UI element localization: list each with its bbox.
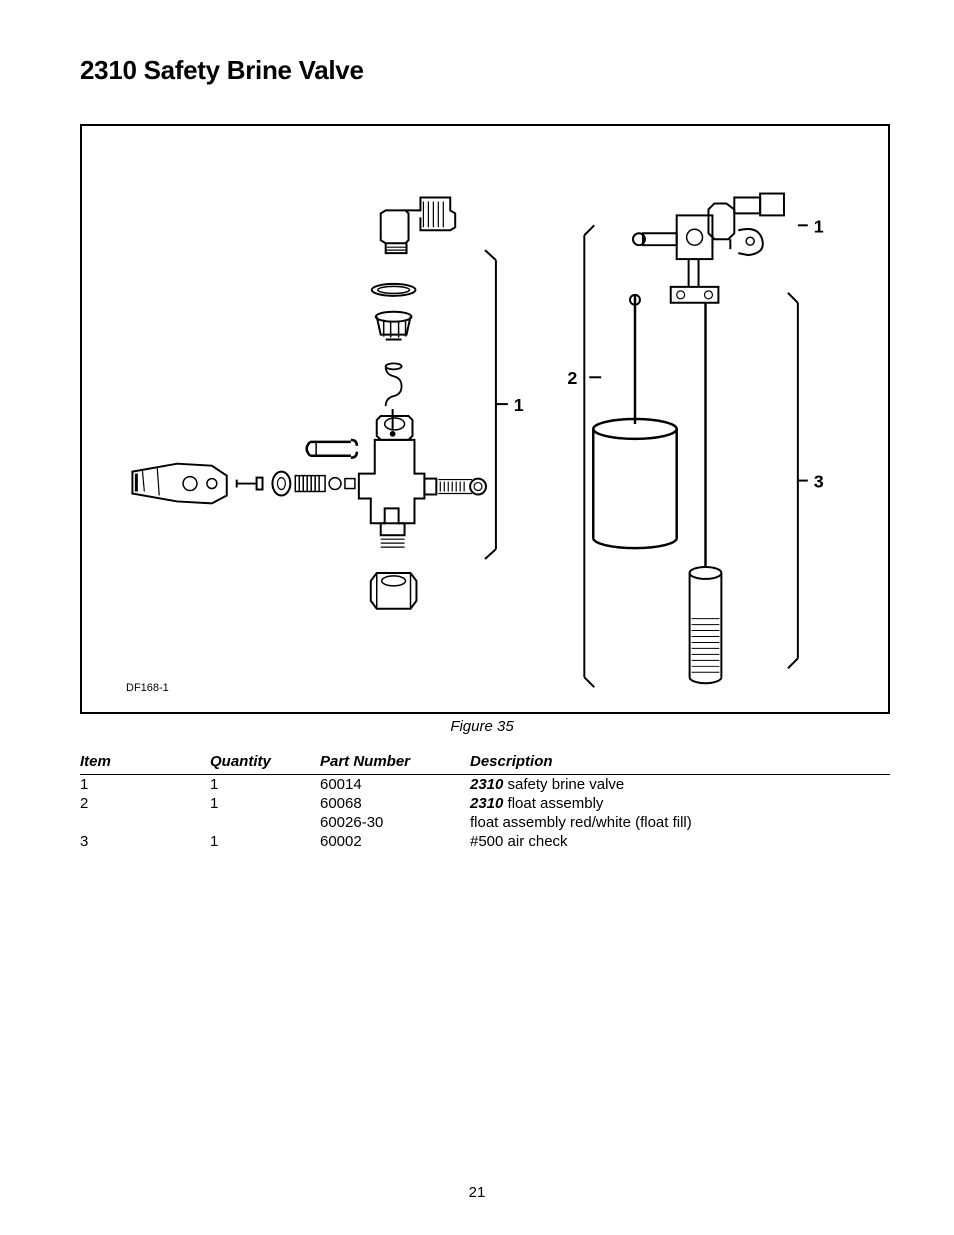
small-insert: [345, 479, 355, 489]
air-check: [690, 303, 722, 683]
bottom-hex-nut: [371, 573, 417, 609]
cell-part: 60014: [320, 775, 470, 795]
cage-insert: [376, 312, 412, 340]
cell-desc: #500 air check: [470, 832, 890, 851]
callout-3: 3: [814, 472, 824, 492]
figure-caption: Figure 35: [80, 718, 884, 735]
cell-desc: 2310 float assembly: [470, 794, 890, 813]
cell-qty: 1: [210, 794, 320, 813]
col-header-item: Item: [80, 751, 210, 775]
cell-item: 3: [80, 832, 210, 851]
cell-item: [80, 813, 210, 832]
cell-part: 60026-30: [320, 813, 470, 832]
table-row: 1 1 60014 2310 safety brine valve: [80, 775, 890, 795]
arm-pin: [237, 478, 263, 490]
bushing: [272, 472, 290, 496]
valve-diagram: 1 1 2 3: [82, 126, 888, 712]
cell-qty: [210, 813, 320, 832]
cell-item: 1: [80, 775, 210, 795]
col-header-part-number: Part Number: [320, 751, 470, 775]
valve-body-assembled: [633, 215, 763, 259]
col-header-quantity: Quantity: [210, 751, 320, 775]
cell-qty: 1: [210, 832, 320, 851]
float-arm-handle: [132, 464, 226, 504]
callout-2: 2: [567, 368, 577, 388]
figure-box: DF168-1: [80, 124, 890, 714]
u-clip: [307, 440, 357, 458]
cell-qty: 1: [210, 775, 320, 795]
table-row: 2 1 60068 2310 float assembly: [80, 794, 890, 813]
float-cylinder: [593, 419, 676, 548]
cell-item: 2: [80, 794, 210, 813]
threaded-rod-piece: [295, 476, 341, 492]
valve-spring: [386, 363, 402, 436]
main-valve-body: [359, 416, 486, 547]
table-row: 3 1 60002 #500 air check: [80, 832, 890, 851]
cell-desc: 2310 safety brine valve: [470, 775, 890, 795]
cell-part: 60068: [320, 794, 470, 813]
callout-1-right: 1: [814, 216, 824, 236]
page-title: 2310 Safety Brine Valve: [80, 55, 884, 86]
parts-table: Item Quantity Part Number Description 1 …: [80, 751, 890, 851]
cell-desc: float assembly red/white (float fill): [470, 813, 890, 832]
elbow-fitting-left: [381, 198, 455, 254]
diagram-reference: DF168-1: [126, 682, 169, 694]
callout-1-left: 1: [514, 395, 524, 415]
table-row: 60026-30 float assembly red/white (float…: [80, 813, 890, 832]
page-number: 21: [0, 1184, 954, 1201]
cell-part: 60002: [320, 832, 470, 851]
o-ring-inner: [378, 286, 410, 293]
col-header-description: Description: [470, 751, 890, 775]
